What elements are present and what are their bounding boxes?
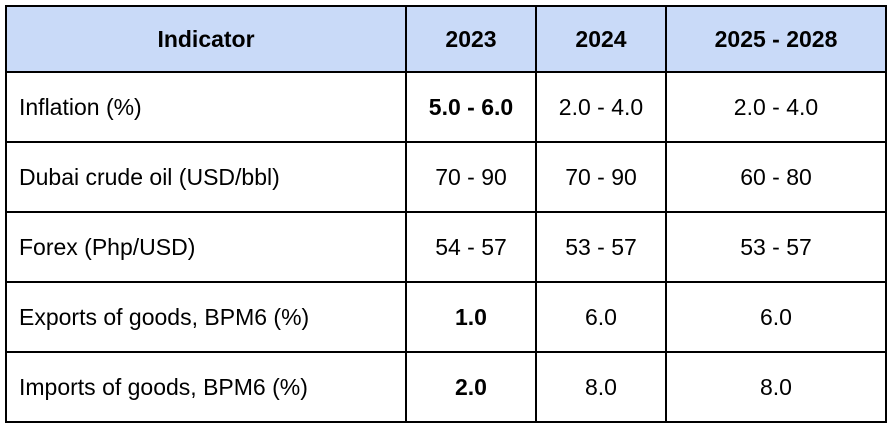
cell-value: 70 - 90 [535,141,667,213]
header-2024: 2024 [535,5,667,73]
row-label: Imports of goods, BPM6 (%) [5,351,407,423]
cell-value: 5.0 - 6.0 [405,71,537,143]
cell-value: 60 - 80 [665,141,887,213]
indicator-table-container: Indicator 2023 2024 2025 - 2028 Inflatio… [5,5,887,423]
indicator-table: Indicator 2023 2024 2025 - 2028 Inflatio… [5,5,887,423]
row-label: Inflation (%) [5,71,407,143]
cell-value: 1.0 [405,281,537,353]
cell-value: 6.0 [665,281,887,353]
cell-value: 53 - 57 [665,211,887,283]
cell-value: 2.0 [405,351,537,423]
table-row: Inflation (%) 5.0 - 6.0 2.0 - 4.0 2.0 - … [5,71,887,143]
cell-value: 54 - 57 [405,211,537,283]
header-2023: 2023 [405,5,537,73]
cell-value: 53 - 57 [535,211,667,283]
cell-value: 2.0 - 4.0 [665,71,887,143]
table-header: Indicator 2023 2024 2025 - 2028 [5,5,887,73]
table-row: Exports of goods, BPM6 (%) 1.0 6.0 6.0 [5,281,887,353]
table-row: Dubai crude oil (USD/bbl) 70 - 90 70 - 9… [5,141,887,213]
table-body: Inflation (%) 5.0 - 6.0 2.0 - 4.0 2.0 - … [5,71,887,423]
cell-value: 8.0 [665,351,887,423]
table-row: Forex (Php/USD) 54 - 57 53 - 57 53 - 57 [5,211,887,283]
cell-value: 8.0 [535,351,667,423]
row-label: Forex (Php/USD) [5,211,407,283]
table-row: Imports of goods, BPM6 (%) 2.0 8.0 8.0 [5,351,887,423]
row-label: Dubai crude oil (USD/bbl) [5,141,407,213]
header-row: Indicator 2023 2024 2025 - 2028 [5,5,887,73]
cell-value: 2.0 - 4.0 [535,71,667,143]
cell-value: 70 - 90 [405,141,537,213]
cell-value: 6.0 [535,281,667,353]
header-2025-2028: 2025 - 2028 [665,5,887,73]
header-indicator: Indicator [5,5,407,73]
row-label: Exports of goods, BPM6 (%) [5,281,407,353]
